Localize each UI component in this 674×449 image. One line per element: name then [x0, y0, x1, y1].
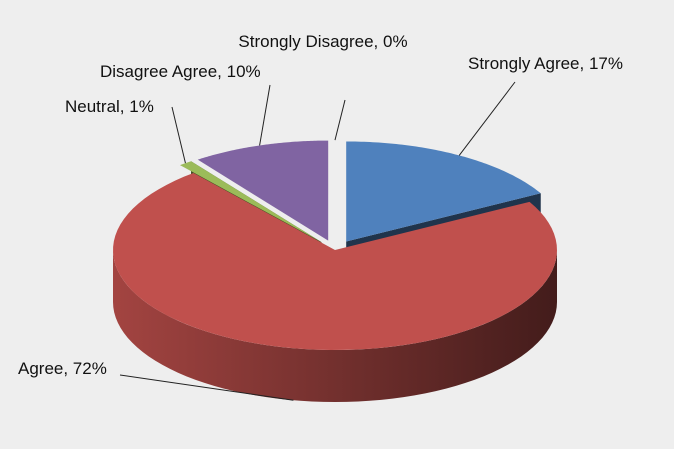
leader-line — [458, 81, 516, 156]
data-label: Strongly Agree, 17% — [468, 54, 623, 73]
leader-line — [171, 106, 186, 164]
slice-top — [113, 172, 557, 350]
leader-line — [259, 84, 271, 146]
slice-top — [197, 140, 329, 241]
data-label: Strongly Disagree, 0% — [238, 32, 408, 51]
leader-line — [119, 374, 294, 401]
slice-side — [113, 250, 557, 402]
leader-line — [334, 99, 346, 141]
data-label: Agree, 72% — [18, 359, 107, 378]
data-label: Disagree Agree, 10% — [100, 62, 261, 81]
slice-top — [346, 141, 541, 242]
data-label: Neutral, 1% — [65, 97, 154, 116]
slice-top — [180, 161, 322, 243]
